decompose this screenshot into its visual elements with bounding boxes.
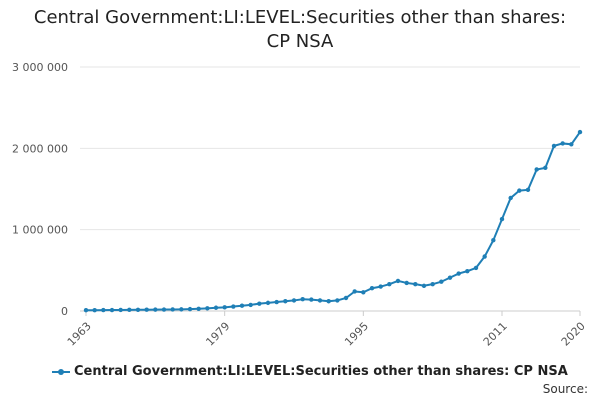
data-point[interactable] <box>560 141 565 146</box>
data-point[interactable] <box>482 254 487 259</box>
y-tick-label: 3 000 000 <box>12 61 68 74</box>
data-point[interactable] <box>508 195 513 201</box>
data-point[interactable] <box>343 295 349 301</box>
data-point[interactable] <box>335 298 340 303</box>
data-point[interactable] <box>92 307 97 313</box>
data-point[interactable] <box>291 298 297 303</box>
data-point[interactable] <box>231 304 236 309</box>
legend[interactable]: Central Government:LI:LEVEL:Securities o… <box>52 364 568 379</box>
data-point[interactable] <box>222 305 227 310</box>
data-point[interactable] <box>569 142 574 147</box>
x-tick-label: 1963 <box>65 320 94 349</box>
series-line <box>86 131 581 312</box>
legend-swatch-icon <box>52 367 70 377</box>
series-points <box>83 129 583 313</box>
data-point[interactable] <box>300 297 305 302</box>
y-tick-label: 2 000 000 <box>12 142 68 155</box>
data-point[interactable] <box>326 299 331 304</box>
data-point[interactable] <box>456 271 461 276</box>
y-axis-ticks: 0 1 000 000 2 000 000 3 000 000 <box>12 61 68 318</box>
data-point[interactable] <box>517 188 522 193</box>
data-point[interactable] <box>83 307 89 313</box>
data-point[interactable] <box>525 187 531 193</box>
source-label: Source: <box>542 382 588 396</box>
data-point[interactable] <box>309 297 314 302</box>
data-point[interactable] <box>118 307 123 313</box>
data-point[interactable] <box>274 299 279 305</box>
y-tick-label: 1 000 000 <box>12 224 68 237</box>
data-point[interactable] <box>317 298 323 303</box>
data-point[interactable] <box>413 281 418 287</box>
data-point[interactable] <box>205 306 210 311</box>
x-tick-label: 1979 <box>203 320 232 349</box>
data-point[interactable] <box>421 283 427 288</box>
data-point[interactable] <box>161 307 167 312</box>
data-point[interactable] <box>534 167 539 172</box>
data-point[interactable] <box>248 302 253 308</box>
data-point[interactable] <box>101 307 106 313</box>
data-point[interactable] <box>551 143 557 149</box>
x-tick-label: 1995 <box>342 320 371 349</box>
data-point[interactable] <box>239 303 245 308</box>
data-point[interactable] <box>387 281 392 287</box>
data-point[interactable] <box>430 281 435 287</box>
data-point[interactable] <box>404 280 409 286</box>
data-point[interactable] <box>179 307 184 312</box>
data-point[interactable] <box>465 268 470 274</box>
data-point[interactable] <box>499 216 505 222</box>
data-point[interactable] <box>196 306 201 311</box>
data-point[interactable] <box>543 165 548 171</box>
data-point[interactable] <box>109 307 115 313</box>
data-point[interactable] <box>153 307 158 312</box>
data-point[interactable] <box>170 307 175 312</box>
data-point[interactable] <box>361 290 366 295</box>
data-point[interactable] <box>257 301 262 306</box>
data-point[interactable] <box>473 265 479 271</box>
x-axis-ticks: 1963 1979 1995 2011 2020 <box>65 311 588 349</box>
data-point[interactable] <box>213 305 219 310</box>
x-tick-label: 2020 <box>559 320 588 349</box>
data-point[interactable] <box>187 306 193 312</box>
legend-label: Central Government:LI:LEVEL:Securities o… <box>74 364 568 379</box>
data-point[interactable] <box>369 286 375 291</box>
data-point[interactable] <box>127 307 132 313</box>
data-point[interactable] <box>491 238 496 243</box>
data-point[interactable] <box>395 278 401 284</box>
chart-title: Central Government:LI:LEVEL:Securities o… <box>33 7 567 52</box>
grid-layer <box>80 66 580 312</box>
data-point[interactable] <box>447 275 453 280</box>
data-point[interactable] <box>378 284 383 289</box>
data-point[interactable] <box>439 279 444 284</box>
x-tick-label: 2011 <box>481 320 510 349</box>
data-point[interactable] <box>283 299 288 304</box>
data-point[interactable] <box>135 307 141 312</box>
data-point[interactable] <box>265 300 271 306</box>
data-point[interactable] <box>144 307 149 312</box>
y-tick-label: 0 <box>61 305 68 318</box>
data-point[interactable] <box>577 129 583 135</box>
data-point[interactable] <box>352 289 357 294</box>
